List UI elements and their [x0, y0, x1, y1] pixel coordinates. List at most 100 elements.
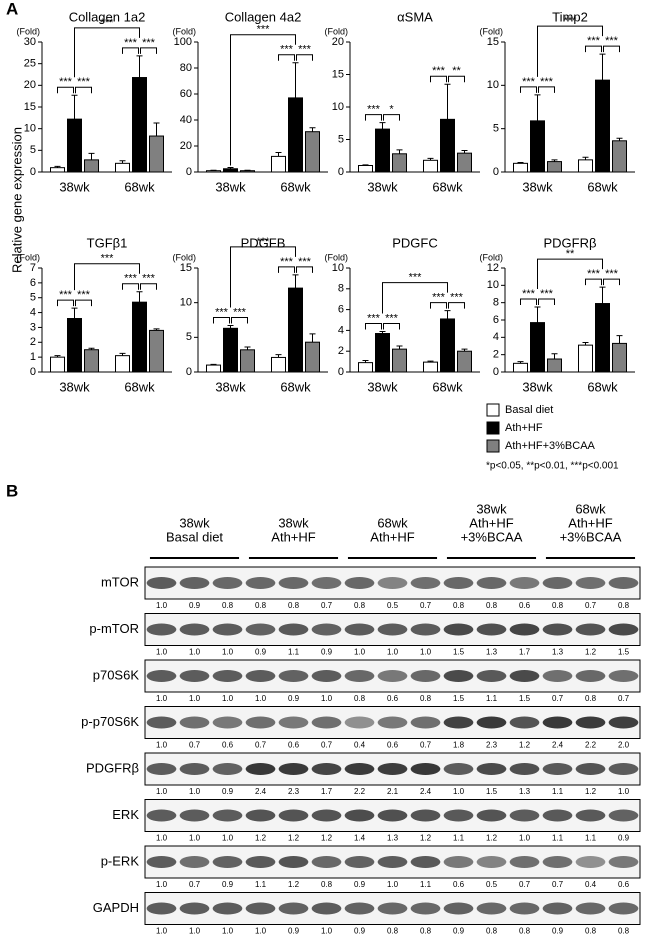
bar	[149, 329, 164, 373]
significance-bracket	[278, 54, 295, 61]
significance-label: ***	[298, 256, 312, 268]
significance-label: **	[566, 248, 575, 260]
band	[179, 623, 210, 636]
band	[377, 763, 408, 775]
error-bar	[599, 53, 606, 81]
significance-bracket	[538, 86, 555, 93]
significance-bracket	[537, 258, 603, 289]
band	[146, 809, 177, 822]
quantification: 1.0	[189, 927, 201, 936]
band	[443, 670, 474, 682]
significance-label: *	[389, 104, 394, 116]
error-bar	[88, 347, 95, 350]
unit-label: (Fold)	[479, 26, 503, 36]
quantification: 0.6	[453, 880, 465, 889]
error-bar	[444, 83, 451, 120]
significance-bracket	[365, 114, 382, 121]
significance-bracket	[75, 299, 92, 307]
error-bar	[444, 310, 451, 319]
quantification: 1.2	[255, 834, 267, 843]
bar	[612, 342, 627, 373]
band	[575, 623, 606, 636]
band	[311, 763, 342, 775]
band	[179, 670, 210, 682]
bar	[305, 131, 320, 173]
quantification: 1.0	[519, 834, 531, 843]
y-tick-label: 80	[180, 62, 192, 74]
quantification: 1.5	[486, 787, 498, 796]
quantification: 1.1	[552, 787, 564, 796]
significance-bracket	[603, 45, 620, 53]
quantification: 0.9	[189, 601, 201, 610]
legend-swatch	[486, 403, 500, 417]
unit-label: (Fold)	[172, 26, 196, 36]
quantification: 0.7	[255, 741, 267, 750]
band	[344, 716, 375, 729]
band	[608, 856, 639, 868]
bar	[67, 118, 82, 173]
band	[509, 670, 540, 682]
error-bar	[88, 152, 95, 160]
quantification: 0.9	[552, 927, 564, 936]
error-bar	[534, 94, 541, 121]
error-bar	[396, 345, 403, 350]
band	[146, 856, 177, 868]
significance-label: ***	[605, 268, 619, 280]
y-tick-label: 6	[30, 277, 36, 289]
band	[311, 670, 342, 682]
y-tick-label: 0	[30, 366, 36, 378]
bar	[149, 135, 164, 173]
quantification: 1.5	[519, 694, 531, 703]
quantification: 1.0	[156, 601, 168, 610]
significance-bracket	[140, 283, 157, 290]
error-bar	[309, 333, 316, 343]
x-tick-label: 38wk	[215, 379, 246, 394]
significance-label: ***	[587, 35, 601, 47]
quantification: 1.0	[618, 787, 630, 796]
quantification: 1.1	[552, 834, 564, 843]
quantification: 0.8	[486, 927, 498, 936]
quantification: 1.1	[453, 834, 465, 843]
legend-label: Ath+HF+3%BCAA	[505, 440, 596, 452]
error-bar	[136, 55, 143, 78]
quantification: 1.2	[585, 787, 597, 796]
band	[542, 623, 573, 636]
quantification: 1.0	[222, 694, 234, 703]
protein-label: p70S6K	[93, 667, 140, 682]
significance-bracket	[430, 302, 447, 309]
error-bar	[54, 165, 61, 168]
significance-label: ***	[385, 312, 399, 324]
band	[542, 577, 573, 589]
y-tick-label: 0	[493, 166, 499, 178]
error-bar	[275, 354, 282, 358]
y-tick-label: 8	[493, 297, 499, 309]
protein-label: p-mTOR	[89, 621, 139, 636]
error-bar	[362, 164, 369, 166]
legend-label: Ath+HF	[505, 422, 543, 434]
band	[476, 670, 507, 682]
significance-bracket	[296, 266, 313, 273]
error-bar	[582, 342, 589, 346]
significance-bracket	[448, 75, 465, 83]
quantification: 1.0	[189, 787, 201, 796]
quantification: 1.8	[453, 741, 465, 750]
band	[146, 763, 177, 775]
significance-label: ***	[257, 236, 271, 248]
significance-bracket	[57, 299, 74, 307]
bar	[358, 362, 373, 373]
quantification: 2.0	[618, 741, 630, 750]
x-tick-label: 38wk	[59, 179, 90, 194]
protein-label: p-ERK	[101, 853, 140, 868]
significance-label: ***	[522, 288, 536, 300]
quantification: 0.7	[618, 694, 630, 703]
significance-label: ***	[142, 273, 156, 285]
quantification: 0.8	[453, 601, 465, 610]
quantification: 0.7	[552, 694, 564, 703]
bar	[595, 303, 610, 373]
band	[278, 670, 309, 682]
y-tick-label: 1	[30, 351, 36, 363]
panel-label: A	[6, 0, 18, 18]
legend-swatch	[486, 439, 500, 453]
band	[509, 856, 540, 868]
